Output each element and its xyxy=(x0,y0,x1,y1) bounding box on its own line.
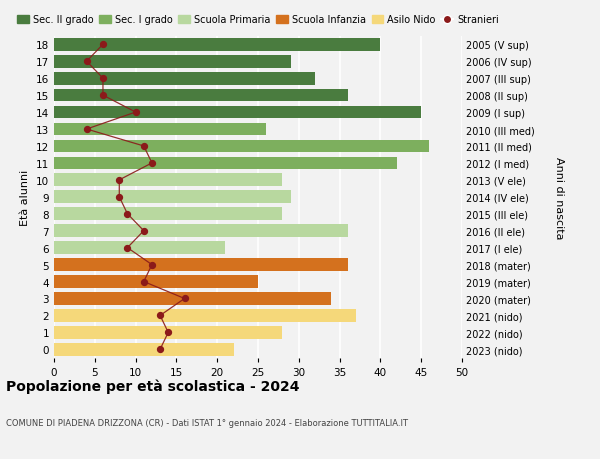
Bar xyxy=(54,106,421,119)
Point xyxy=(98,41,108,49)
Bar xyxy=(54,309,356,322)
Bar xyxy=(54,242,226,254)
Bar xyxy=(54,56,290,68)
Point xyxy=(82,126,91,134)
Bar xyxy=(54,73,315,85)
Bar xyxy=(54,174,283,187)
Point xyxy=(98,92,108,100)
Bar xyxy=(54,343,233,356)
Bar xyxy=(54,140,430,153)
Legend: Sec. II grado, Sec. I grado, Scuola Primaria, Scuola Infanzia, Asilo Nido, Stran: Sec. II grado, Sec. I grado, Scuola Prim… xyxy=(17,16,499,25)
Point xyxy=(147,160,157,167)
Point xyxy=(139,143,149,150)
Point xyxy=(122,211,132,218)
Point xyxy=(122,245,132,252)
Bar xyxy=(54,123,266,136)
Bar xyxy=(54,90,348,102)
Point xyxy=(147,261,157,269)
Bar xyxy=(54,275,258,288)
Point xyxy=(163,329,173,336)
Point xyxy=(155,312,165,319)
Point xyxy=(98,75,108,83)
Point xyxy=(115,194,124,201)
Text: COMUNE DI PIADENA DRIZZONA (CR) - Dati ISTAT 1° gennaio 2024 - Elaborazione TUTT: COMUNE DI PIADENA DRIZZONA (CR) - Dati I… xyxy=(6,418,408,427)
Bar xyxy=(54,191,290,204)
Bar xyxy=(54,208,283,221)
Bar xyxy=(54,39,380,51)
Point xyxy=(82,58,91,66)
Point xyxy=(155,346,165,353)
Bar xyxy=(54,259,348,271)
Bar xyxy=(54,326,283,339)
Point xyxy=(180,295,190,302)
Bar xyxy=(54,292,331,305)
Bar xyxy=(54,157,397,170)
Bar xyxy=(54,225,348,237)
Point xyxy=(115,177,124,184)
Point xyxy=(139,228,149,235)
Text: Popolazione per età scolastica - 2024: Popolazione per età scolastica - 2024 xyxy=(6,379,299,393)
Point xyxy=(131,109,140,117)
Point xyxy=(139,278,149,285)
Y-axis label: Anni di nascita: Anni di nascita xyxy=(554,156,565,239)
Y-axis label: Età alunni: Età alunni xyxy=(20,169,31,225)
